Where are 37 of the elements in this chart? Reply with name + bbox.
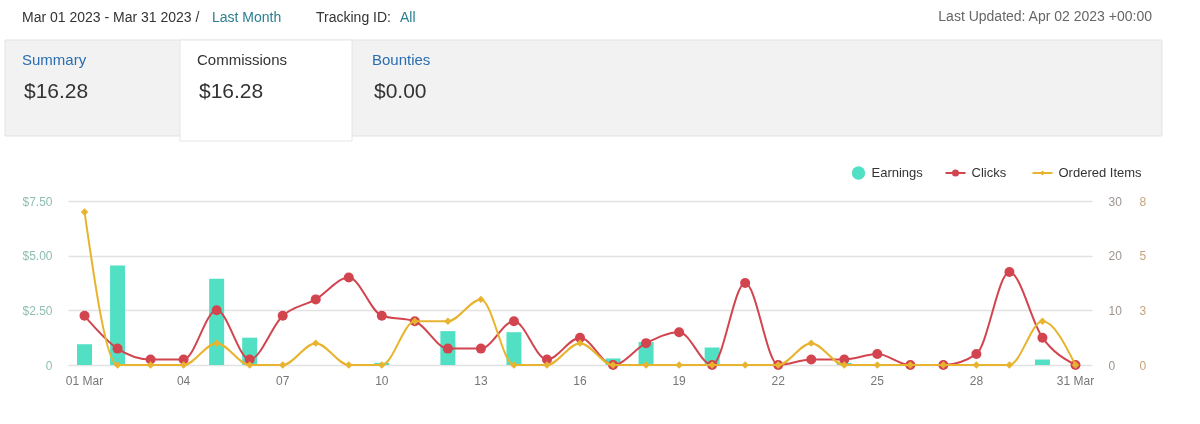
y3-tick-label: 3 — [1139, 303, 1147, 318]
legend-label: Clicks — [971, 165, 1007, 180]
text: Last Month — [212, 9, 282, 25]
legend-label: Earnings — [871, 165, 924, 180]
text: Commissions — [197, 51, 288, 68]
y3-tick-label: 0 — [1139, 358, 1147, 373]
text: Summary — [22, 51, 87, 68]
text: Mar 01 2023 - Mar 31 2023 / — [22, 9, 200, 25]
y2-tick-label: 20 — [1108, 249, 1123, 264]
x-tick-label: 25 — [870, 373, 885, 388]
y3-tick-label: 8 — [1139, 194, 1147, 209]
y2-tick-label: 0 — [1108, 358, 1116, 373]
x-tick-label: 07 — [276, 373, 290, 388]
x-tick-label: 01 Mar — [65, 373, 104, 388]
x-tick-label: 13 — [474, 373, 488, 388]
y-tick-label: $5.00 — [22, 249, 53, 264]
y-tick-label: $2.50 — [22, 303, 53, 318]
x-tick-label: 22 — [771, 373, 786, 388]
text: $0.00 — [374, 79, 427, 102]
legend-label: Ordered Items — [1058, 165, 1143, 180]
y2-tick-label: 10 — [1108, 303, 1123, 318]
x-tick-label: 10 — [375, 373, 389, 388]
x-tick-label: 16 — [573, 373, 587, 388]
y-tick-label: 0 — [45, 358, 53, 373]
text: All — [400, 9, 416, 25]
y-tick-label: $7.50 — [22, 194, 53, 209]
x-tick-label: 19 — [672, 373, 687, 388]
x-tick-label: 04 — [176, 373, 191, 388]
text: $16.28 — [199, 79, 264, 102]
x-tick-label: 31 Mar — [1056, 373, 1095, 388]
text: $16.28 — [24, 79, 89, 102]
y3-tick-label: 5 — [1139, 249, 1147, 264]
x-tick-label: 28 — [969, 373, 984, 388]
text: Last Updated: Apr 02 2023 +00:00 — [938, 8, 1153, 24]
y2-tick-label: 30 — [1108, 194, 1123, 209]
text: Bounties — [372, 51, 431, 68]
text: Tracking ID: — [316, 9, 391, 25]
